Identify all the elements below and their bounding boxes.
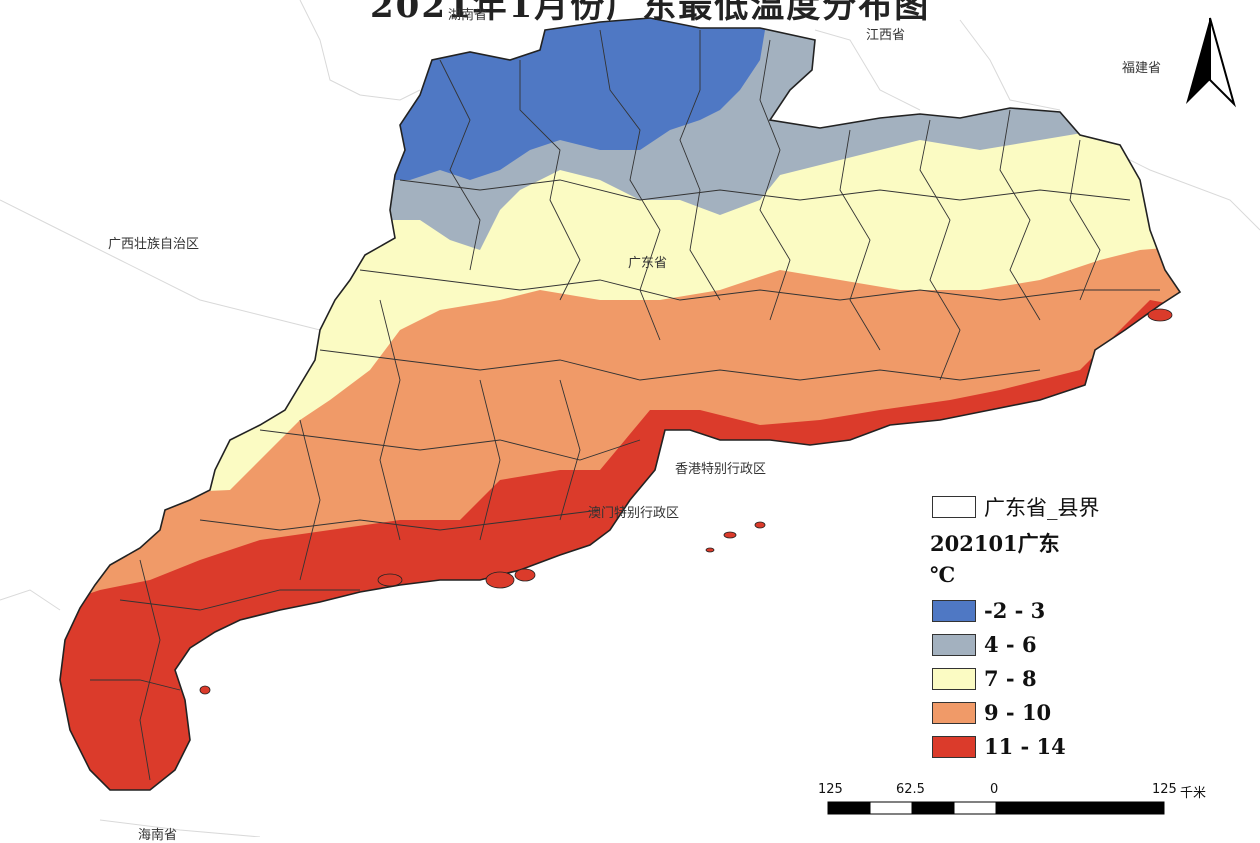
- legend-unit: ℃: [928, 558, 1148, 594]
- class-label: 9 - 10: [984, 700, 1052, 725]
- scale-label-mid: 62.5: [896, 782, 925, 797]
- legend-class-3: 7 - 8: [928, 662, 1148, 696]
- label-hunan: 湖南省: [448, 8, 488, 23]
- label-jiangxi: 江西省: [866, 28, 906, 43]
- label-hongkong: 香港特别行政区: [675, 462, 767, 477]
- scale-label-zero: 0: [990, 782, 999, 797]
- legend-class-2: 4 - 6: [928, 628, 1148, 662]
- label-guangdong: 广东省: [628, 256, 668, 271]
- north-arrow-icon: [1180, 0, 1240, 110]
- scale-bar: 125 62.5 0 125 千米: [812, 782, 1212, 822]
- class-swatch: [932, 736, 976, 758]
- layer-name: 202101广东: [930, 531, 1060, 556]
- legend-class-1: -2 - 3: [928, 594, 1148, 628]
- scale-label-left: 125: [818, 782, 843, 797]
- boundary-swatch: [932, 496, 976, 518]
- class-label: -2 - 3: [984, 598, 1046, 623]
- class-swatch: [932, 702, 976, 724]
- legend-boundary: 广东省_县界: [928, 492, 1148, 526]
- map-legend: 广东省_县界 202101广东 ℃ -2 - 3 4 - 6 7 - 8 9 -…: [928, 492, 1148, 764]
- class-swatch: [932, 634, 976, 656]
- guangdong-outline: [59, 17, 1182, 791]
- county-boundaries: [90, 29, 1160, 781]
- label-guangxi: 广西壮族自治区: [108, 237, 200, 252]
- scale-bar-graphic: [827, 801, 1165, 815]
- label-fujian: 福建省: [1122, 61, 1162, 76]
- class-swatch: [932, 668, 976, 690]
- class-swatch: [932, 600, 976, 622]
- legend-layer: 202101广东: [928, 526, 1148, 558]
- scale-unit: 千米: [1180, 786, 1207, 801]
- boundary-label: 广东省_县界: [984, 496, 1100, 520]
- islands: [199, 308, 1173, 695]
- unit-label: ℃: [930, 562, 956, 587]
- class-label: 11 - 14: [984, 734, 1066, 759]
- legend-class-5: 11 - 14: [928, 730, 1148, 764]
- label-hainan: 海南省: [138, 828, 178, 843]
- legend-class-4: 9 - 10: [928, 696, 1148, 730]
- class-label: 4 - 6: [984, 632, 1037, 657]
- class-label: 7 - 8: [984, 666, 1037, 691]
- label-macau: 澳门特别行政区: [588, 506, 680, 521]
- scale-label-right: 125: [1152, 782, 1177, 797]
- map-title: 2021年1月份广东最低温度分布图: [370, 0, 931, 26]
